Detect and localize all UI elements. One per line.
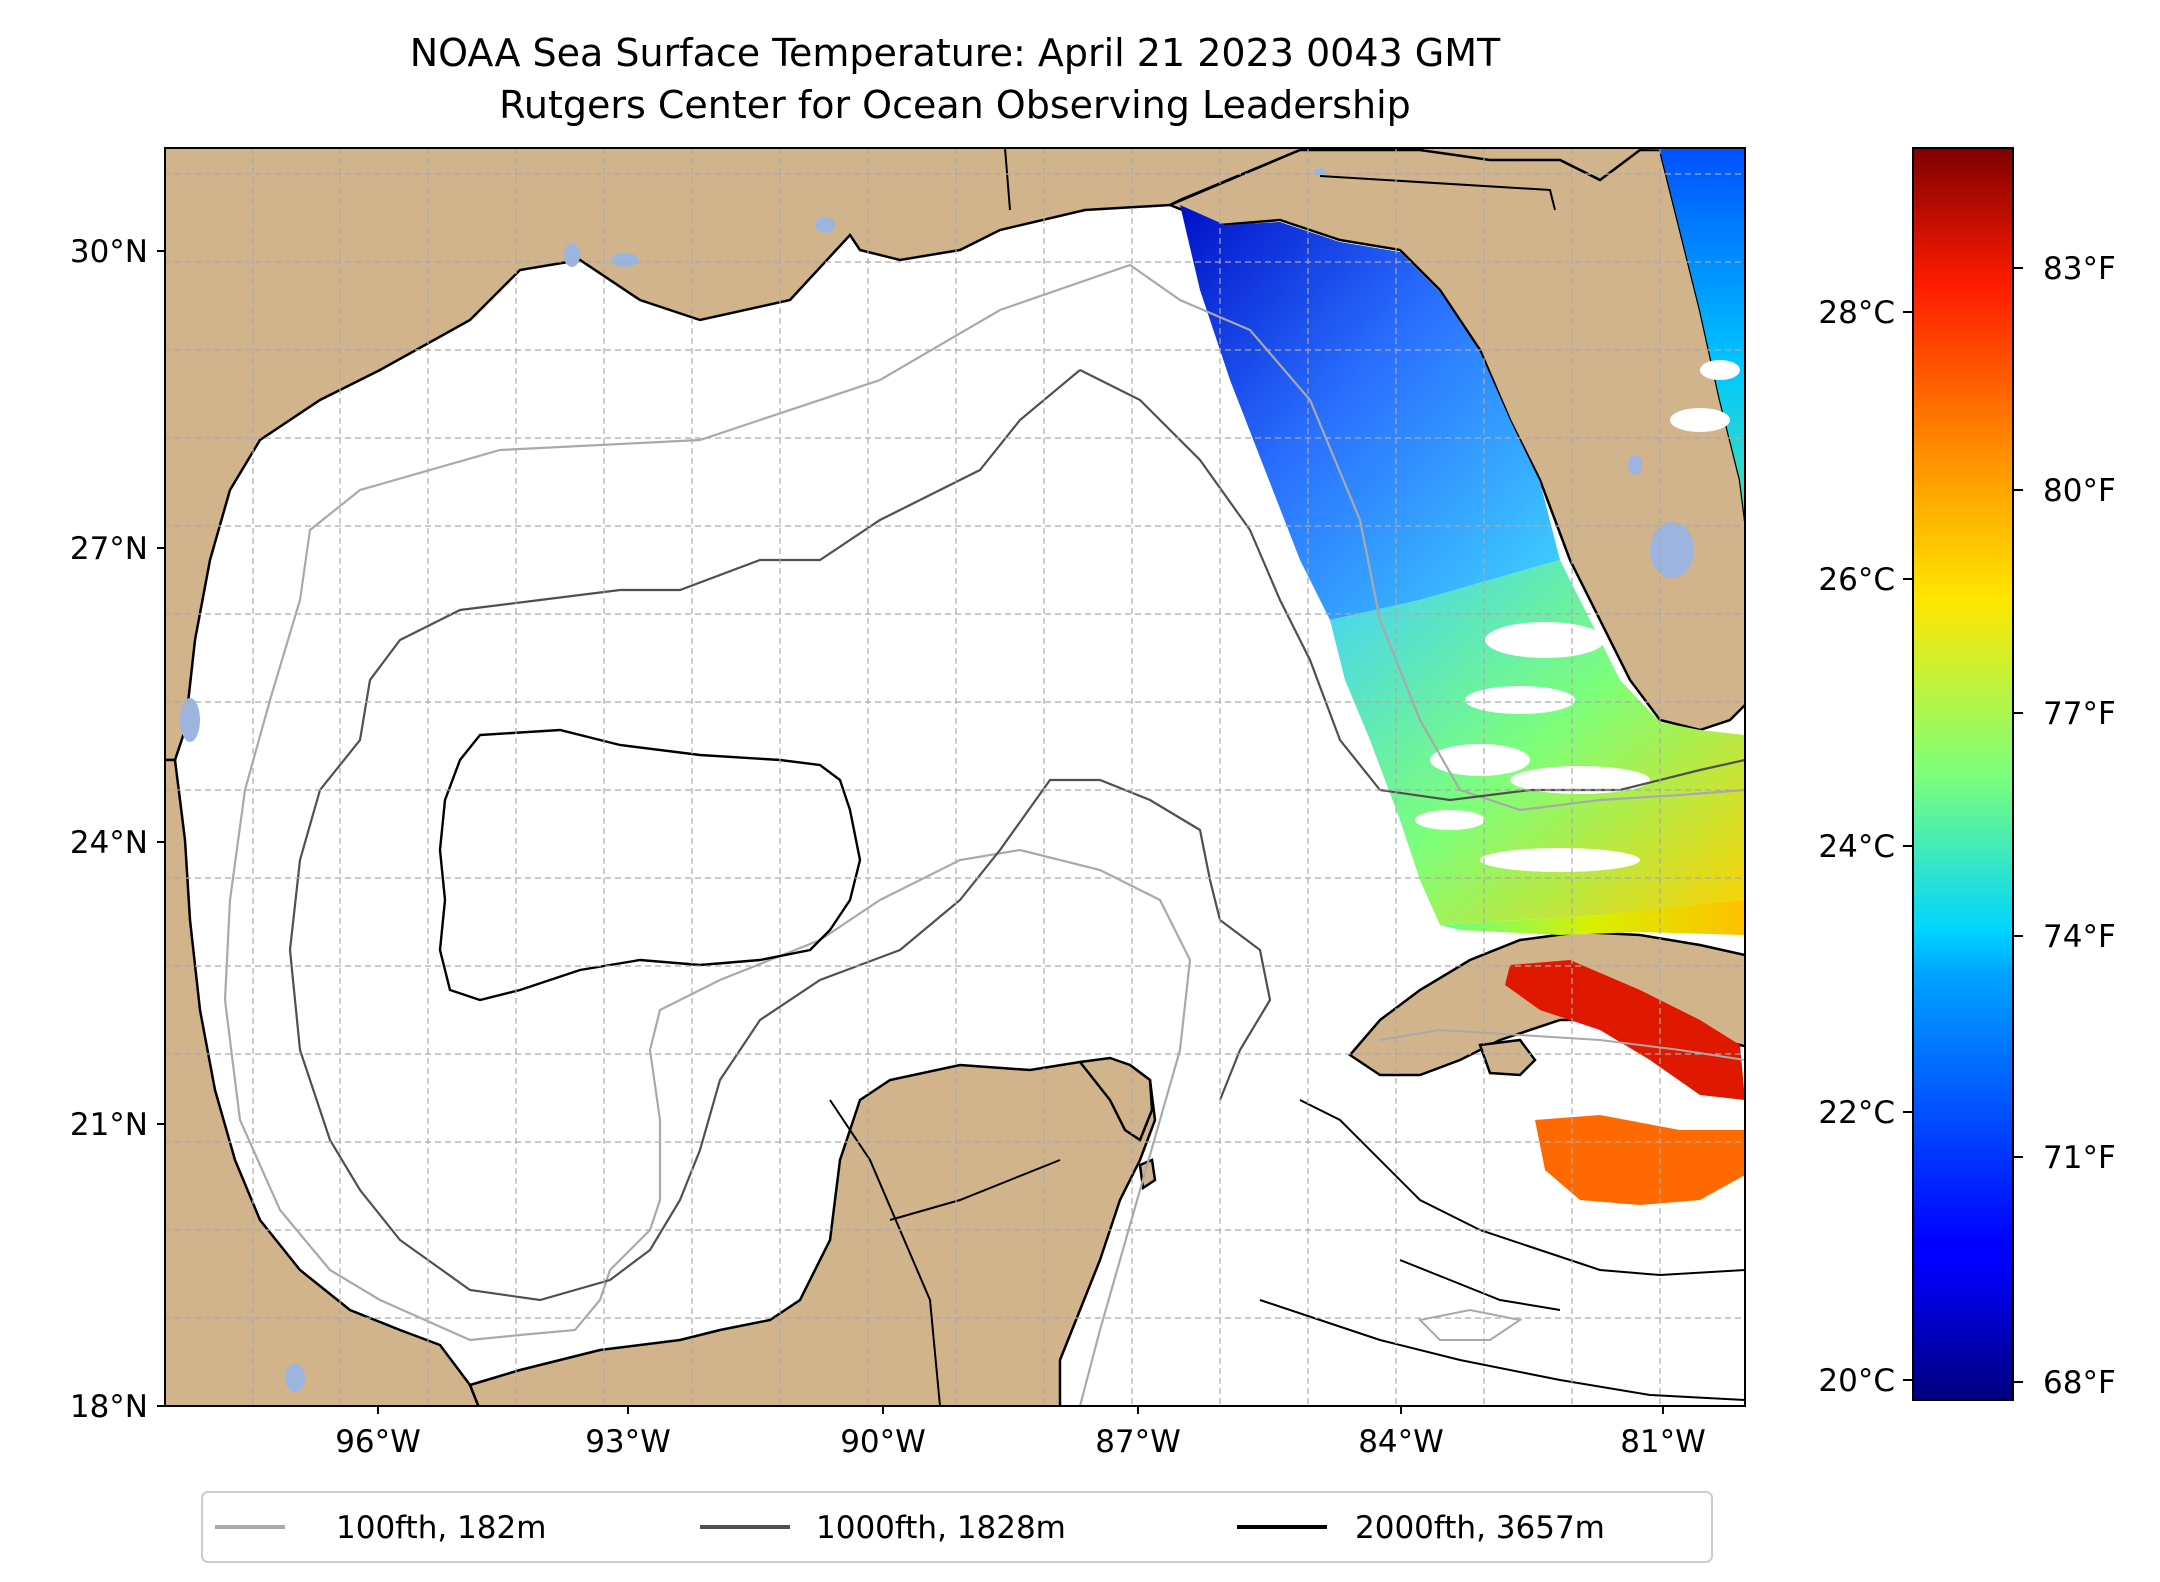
colorbar-f-label: 77°F (2043, 696, 2116, 732)
colorbar-f-label: 83°F (2043, 251, 2116, 287)
legend-label-1000fth: 1000fth, 1828m (816, 1510, 1066, 1546)
border-line (889, 1159, 1061, 1221)
lakes-group (180, 168, 1694, 1392)
lake (564, 243, 580, 267)
lon-tick-label: 87°W (1095, 1424, 1181, 1460)
colorbar-c-label: 28°C (1818, 295, 1895, 331)
border-line (1004, 148, 1011, 211)
cloud-gap (1465, 686, 1575, 714)
map-frame (164, 147, 1746, 1407)
cloud-gap (1485, 622, 1605, 658)
map-title-line2: Rutgers Center for Ocean Observing Leade… (499, 83, 1411, 127)
lake (1628, 455, 1642, 475)
sst-warm-south-cuba (1535, 1115, 1745, 1205)
land-group (165, 148, 1745, 1406)
sst-data (1180, 148, 1745, 1205)
colorbar-f-label: 74°F (2043, 919, 2116, 955)
contour-100fth-south (1379, 1028, 1745, 1341)
lake (1650, 522, 1694, 578)
legend-label-100fth: 100fth, 182m (336, 1510, 546, 1546)
colorbar-c-label: 20°C (1818, 1363, 1895, 1399)
lat-tick-label: 21°N (70, 1107, 148, 1143)
lake (180, 698, 200, 742)
lon-axis: 96°W 93°W 90°W 87°W 84°W 81°W (335, 1406, 1706, 1460)
sst-swath-west-florida (1180, 205, 1560, 620)
lat-tick-label: 27°N (70, 531, 148, 567)
lon-tick-label: 81°W (1620, 1424, 1706, 1460)
lat-tick-label: 30°N (70, 234, 148, 270)
cloud-gap (1510, 766, 1650, 794)
colorbar-f-label: 80°F (2043, 473, 2116, 509)
lon-tick-label: 96°W (335, 1424, 421, 1460)
colorbar: 20°C 22°C 24°C 26°C 28°C 68°F 71°F 74°F … (1818, 147, 2116, 1401)
lon-tick-label: 84°W (1358, 1424, 1444, 1460)
lat-tick-label: 18°N (70, 1389, 148, 1425)
lon-tick-label: 90°W (840, 1424, 926, 1460)
colorbar-f-label: 68°F (2043, 1365, 2116, 1401)
lat-tick-label: 24°N (70, 825, 148, 861)
lake (285, 1364, 305, 1392)
sst-swath-east-florida (1610, 148, 1745, 700)
cloud-gap (1700, 360, 1740, 380)
cloud-gap (1480, 848, 1640, 872)
legend-box (201, 1491, 1713, 1563)
land-mexico-south (468, 1060, 1157, 1406)
land-isla-juventud (1478, 1038, 1537, 1077)
legend-label-2000fth: 2000fth, 3657m (1355, 1510, 1605, 1546)
cloud-gap (1670, 408, 1730, 432)
border-line (1319, 175, 1556, 211)
cloud-gaps (1415, 360, 1740, 872)
colorbar-c-label: 26°C (1818, 562, 1895, 598)
lake (815, 217, 835, 233)
land-florida (1166, 148, 1745, 732)
land-yucatan-detail (1077, 1056, 1154, 1142)
map-title-line1: NOAA Sea Surface Temperature: April 21 2… (410, 31, 1501, 75)
cloud-gap (1430, 744, 1530, 776)
map-area (165, 148, 1745, 1406)
contour-100fth (223, 263, 1745, 1406)
sst-warm-north-cuba (1505, 960, 1745, 1100)
sst-swath-shelf (1330, 560, 1745, 925)
lake (611, 253, 639, 267)
colorbar-gradient (1912, 147, 2014, 1401)
contour-legend: 100fth, 182m 1000fth, 1828m 2000fth, 365… (201, 1491, 1713, 1563)
sst-swath-straits (1440, 900, 1745, 935)
cloud-gap (1415, 810, 1485, 830)
gridlines (165, 148, 1745, 1406)
colorbar-c-label: 22°C (1818, 1095, 1895, 1131)
lat-axis: 30°N 27°N 24°N 21°N 18°N (70, 234, 165, 1425)
lake (1314, 168, 1326, 176)
lon-tick-label: 93°W (585, 1424, 671, 1460)
colorbar-f-label: 71°F (2043, 1140, 2116, 1176)
colorbar-c-label: 24°C (1818, 829, 1895, 865)
